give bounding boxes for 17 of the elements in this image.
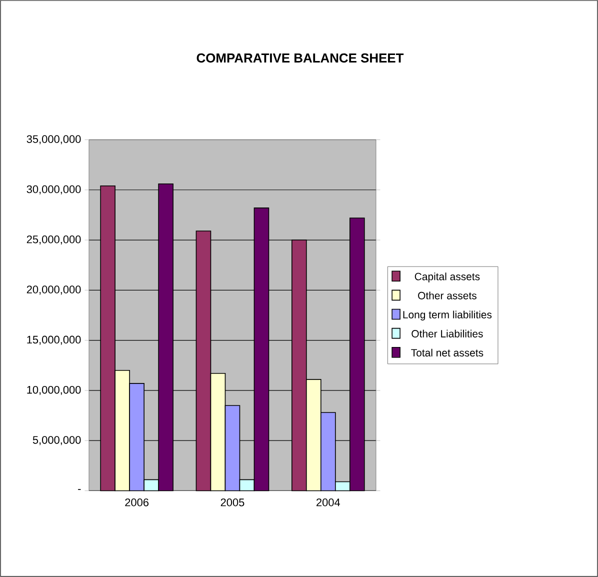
y-tick-label: 10,000,000	[27, 386, 81, 395]
legend-label: Long term liabilities	[403, 310, 492, 320]
legend-label: Capital assets	[414, 272, 480, 282]
y-tick-label: 15,000,000	[27, 336, 81, 345]
chart-title: COMPARATIVE BALANCE SHEET	[196, 53, 404, 63]
y-tick-label: 30,000,000	[26, 185, 81, 194]
legend-label: Total net assets	[411, 348, 484, 357]
y-tick-label: 25,000,000	[26, 236, 81, 245]
y-tick-label: 20,000,000	[26, 286, 81, 295]
x-tick-label: 2005	[220, 498, 244, 506]
y-tick-label: 35,000,000	[26, 135, 81, 144]
legend-label: Other Liabilities	[412, 330, 483, 338]
x-tick-label: 2006	[125, 498, 149, 506]
legend-label: Other assets	[418, 292, 476, 300]
x-tick-label: 2004	[316, 498, 340, 506]
y-tick-label: 5,000,000	[32, 436, 81, 446]
y-tick-label: -	[78, 489, 81, 490]
